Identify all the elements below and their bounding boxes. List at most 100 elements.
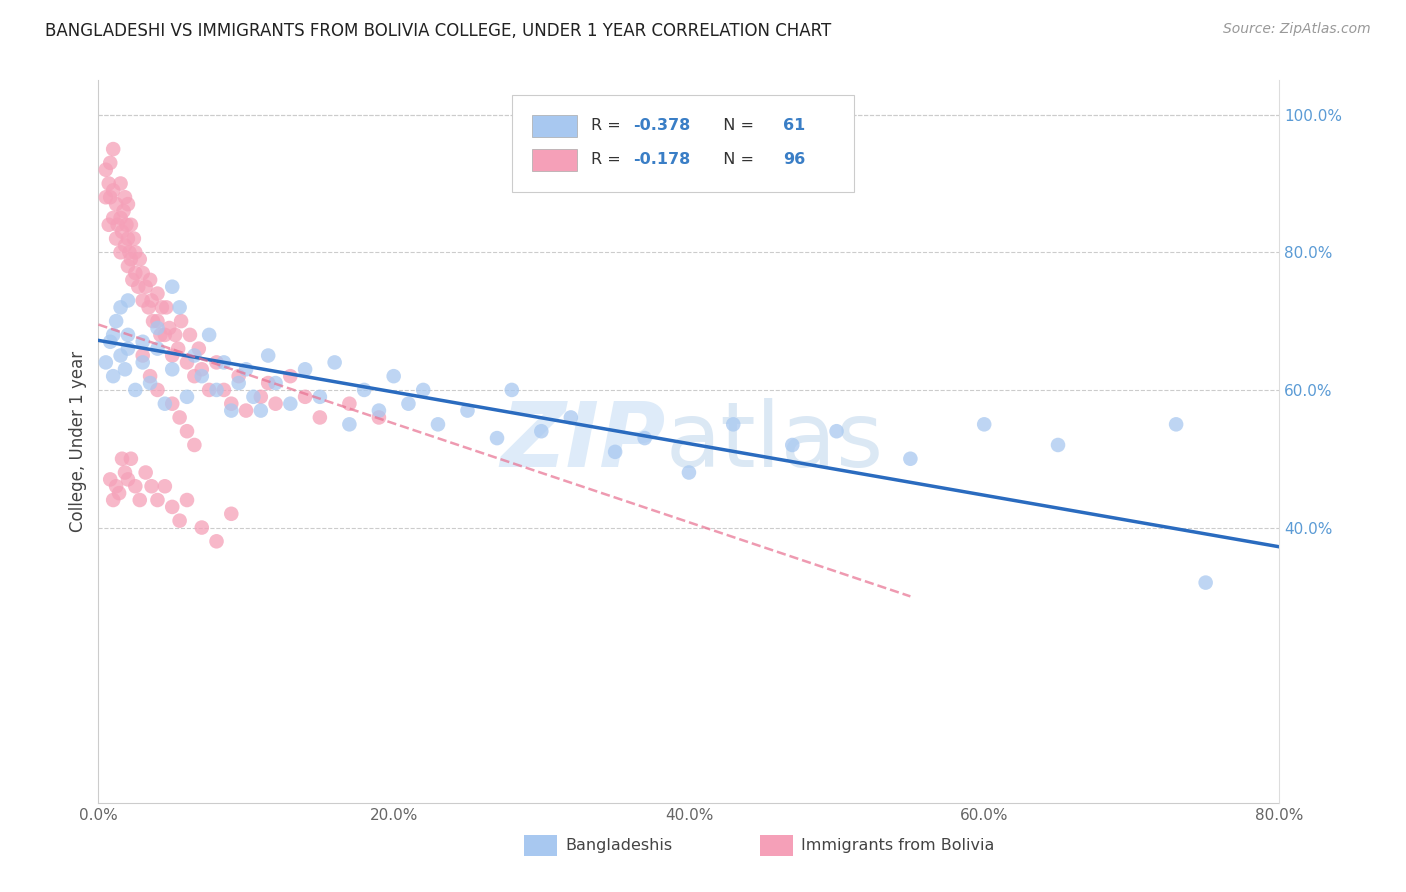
Point <box>138 301 160 315</box>
Point <box>162 349 183 363</box>
Point <box>117 293 139 308</box>
Text: N =: N = <box>713 119 759 133</box>
Point <box>183 438 205 452</box>
Point <box>149 327 172 342</box>
Point <box>167 342 190 356</box>
Point <box>162 397 183 411</box>
Bar <box>531 149 576 170</box>
Text: Immigrants from Bolivia: Immigrants from Bolivia <box>801 838 994 853</box>
Point <box>257 376 280 390</box>
Text: R =: R = <box>591 119 626 133</box>
Point <box>110 245 132 260</box>
Point <box>678 466 700 480</box>
Point <box>135 466 157 480</box>
Point <box>117 197 139 211</box>
Point <box>530 424 553 438</box>
Text: 61: 61 <box>783 119 806 133</box>
Point <box>139 273 162 287</box>
Point <box>398 397 420 411</box>
Point <box>120 451 142 466</box>
Point <box>176 493 198 508</box>
Point <box>170 314 193 328</box>
Point <box>115 218 138 232</box>
Point <box>110 211 132 225</box>
Point <box>141 293 163 308</box>
Point <box>221 507 243 521</box>
Point <box>900 451 922 466</box>
Point <box>111 451 134 466</box>
Point <box>98 334 121 349</box>
Point <box>103 211 125 225</box>
Point <box>191 520 214 534</box>
Point <box>212 383 235 397</box>
Point <box>264 397 287 411</box>
Point <box>105 231 128 245</box>
Point <box>176 424 198 438</box>
Text: ZIP: ZIP <box>501 398 665 485</box>
Point <box>205 355 228 369</box>
Point <box>132 334 155 349</box>
Text: 96: 96 <box>783 153 806 168</box>
Point <box>221 403 243 417</box>
Point <box>128 493 150 508</box>
Point <box>264 376 287 390</box>
Point <box>105 479 128 493</box>
Point <box>122 231 145 245</box>
Text: Source: ZipAtlas.com: Source: ZipAtlas.com <box>1223 22 1371 37</box>
Point <box>117 472 139 486</box>
Point <box>228 376 250 390</box>
Point <box>176 355 198 369</box>
Point <box>294 390 316 404</box>
Point <box>221 397 243 411</box>
Point <box>146 383 169 397</box>
Point <box>179 327 201 342</box>
Point <box>141 479 163 493</box>
Point <box>560 410 582 425</box>
Point <box>309 410 332 425</box>
Point <box>124 383 146 397</box>
Point <box>97 218 120 232</box>
Point <box>165 327 187 342</box>
Point <box>120 252 142 267</box>
Point <box>98 472 121 486</box>
Point <box>103 183 125 197</box>
Point <box>124 245 146 260</box>
Point <box>146 493 169 508</box>
Point <box>120 218 142 232</box>
Point <box>111 225 134 239</box>
Point <box>132 355 155 369</box>
Point <box>280 369 302 384</box>
Point <box>323 355 346 369</box>
Point <box>146 342 169 356</box>
Bar <box>759 835 793 855</box>
Bar <box>523 835 557 855</box>
Point <box>205 383 228 397</box>
Point <box>973 417 995 432</box>
Point <box>114 466 136 480</box>
Point <box>117 327 139 342</box>
Point <box>339 397 361 411</box>
Point <box>634 431 657 445</box>
Y-axis label: College, Under 1 year: College, Under 1 year <box>69 351 87 533</box>
Point <box>162 362 183 376</box>
Point <box>294 362 316 376</box>
Point <box>162 279 183 293</box>
Point <box>94 355 117 369</box>
Point <box>103 369 125 384</box>
Point <box>118 245 141 260</box>
Point <box>117 231 139 245</box>
Point <box>427 417 450 432</box>
Point <box>110 177 132 191</box>
Point <box>280 397 302 411</box>
Point <box>127 279 149 293</box>
Point <box>139 376 162 390</box>
Point <box>108 486 131 500</box>
Point <box>146 314 169 328</box>
Point <box>110 301 132 315</box>
Point <box>139 369 162 384</box>
Point <box>98 190 121 204</box>
Point <box>97 177 120 191</box>
Point <box>412 383 434 397</box>
Point <box>124 479 146 493</box>
Point <box>105 314 128 328</box>
